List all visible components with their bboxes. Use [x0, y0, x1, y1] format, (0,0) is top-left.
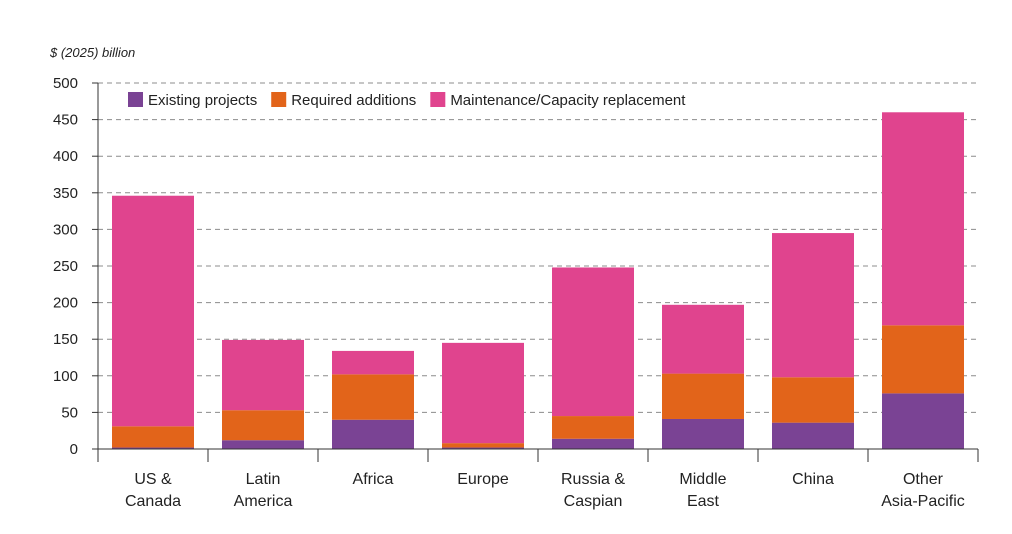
y-tick-label: 450 — [53, 112, 78, 129]
axes: 0 50 100 150 200 250 300 350 400 450 500 US & Canada… — [53, 75, 979, 510]
bar-segment-required-additions — [442, 443, 524, 448]
y-tick-label: 350 — [53, 185, 78, 202]
legend-background — [120, 89, 700, 113]
bar-segment-maintenance-capacity-replacement — [222, 339, 304, 411]
bar-segment-existing-projects — [552, 438, 634, 449]
bar-segment-maintenance-capacity-replacement — [882, 112, 964, 326]
x-category-label: Latin America — [234, 471, 293, 510]
bar-segment-existing-projects — [662, 418, 744, 449]
bars — [112, 112, 964, 449]
x-category-label: Africa — [353, 471, 394, 488]
legend-swatch — [430, 92, 446, 107]
bar-segment-required-additions — [772, 377, 854, 423]
bar-segment-required-additions — [112, 426, 194, 448]
bar-segment-required-additions — [222, 410, 304, 441]
bar-segment-required-additions — [552, 416, 634, 439]
bar-segment-required-additions — [662, 373, 744, 419]
y-tick-label: 250 — [53, 258, 78, 275]
y-tick-label: 500 — [53, 75, 78, 92]
y-tick-label: 150 — [53, 331, 78, 348]
x-category-label: Russia & Caspian — [561, 471, 625, 510]
y-tick-label: 200 — [53, 295, 78, 312]
bar-segment-existing-projects — [222, 440, 304, 449]
y-tick-label: 0 — [70, 441, 78, 458]
bar-segment-existing-projects — [882, 393, 964, 449]
legend-label: Maintenance/Capacity replacement — [450, 92, 686, 109]
bar-segment-maintenance-capacity-replacement — [662, 304, 744, 374]
legend: Existing projects Required additions Maint… — [120, 89, 700, 113]
bar-segment-existing-projects — [772, 422, 854, 449]
y-tick-label: 400 — [53, 148, 78, 165]
legend-label: Required additions — [291, 92, 416, 109]
legend-swatch — [128, 92, 143, 107]
bar-segment-maintenance-capacity-replacement — [332, 350, 414, 375]
bar-segment-maintenance-capacity-replacement — [112, 195, 194, 427]
bar-segment-maintenance-capacity-replacement — [772, 233, 854, 378]
bar-segment-required-additions — [882, 325, 964, 394]
bar-segment-required-additions — [332, 374, 414, 420]
y-tick-label: 50 — [61, 404, 78, 421]
bar-segment-existing-projects — [442, 447, 524, 449]
legend-swatch — [271, 92, 287, 107]
legend-label: Existing projects — [148, 92, 257, 109]
x-category-label: Middle East — [679, 471, 726, 510]
bar-segment-existing-projects — [332, 419, 414, 449]
bar-segment-maintenance-capacity-replacement — [552, 267, 634, 417]
y-axis-unit-label: $ (2025) billion — [50, 45, 136, 60]
x-category-label: US & Canada — [125, 471, 181, 510]
x-category-label: Europe — [457, 471, 509, 488]
x-category-label: China — [792, 471, 834, 488]
bar-segment-maintenance-capacity-replacement — [442, 342, 524, 444]
y-tick-label: 100 — [53, 368, 78, 385]
x-category-label: Other Asia-Pacific — [881, 471, 965, 510]
y-tick-label: 300 — [53, 221, 78, 238]
bar-segment-existing-projects — [112, 447, 194, 449]
